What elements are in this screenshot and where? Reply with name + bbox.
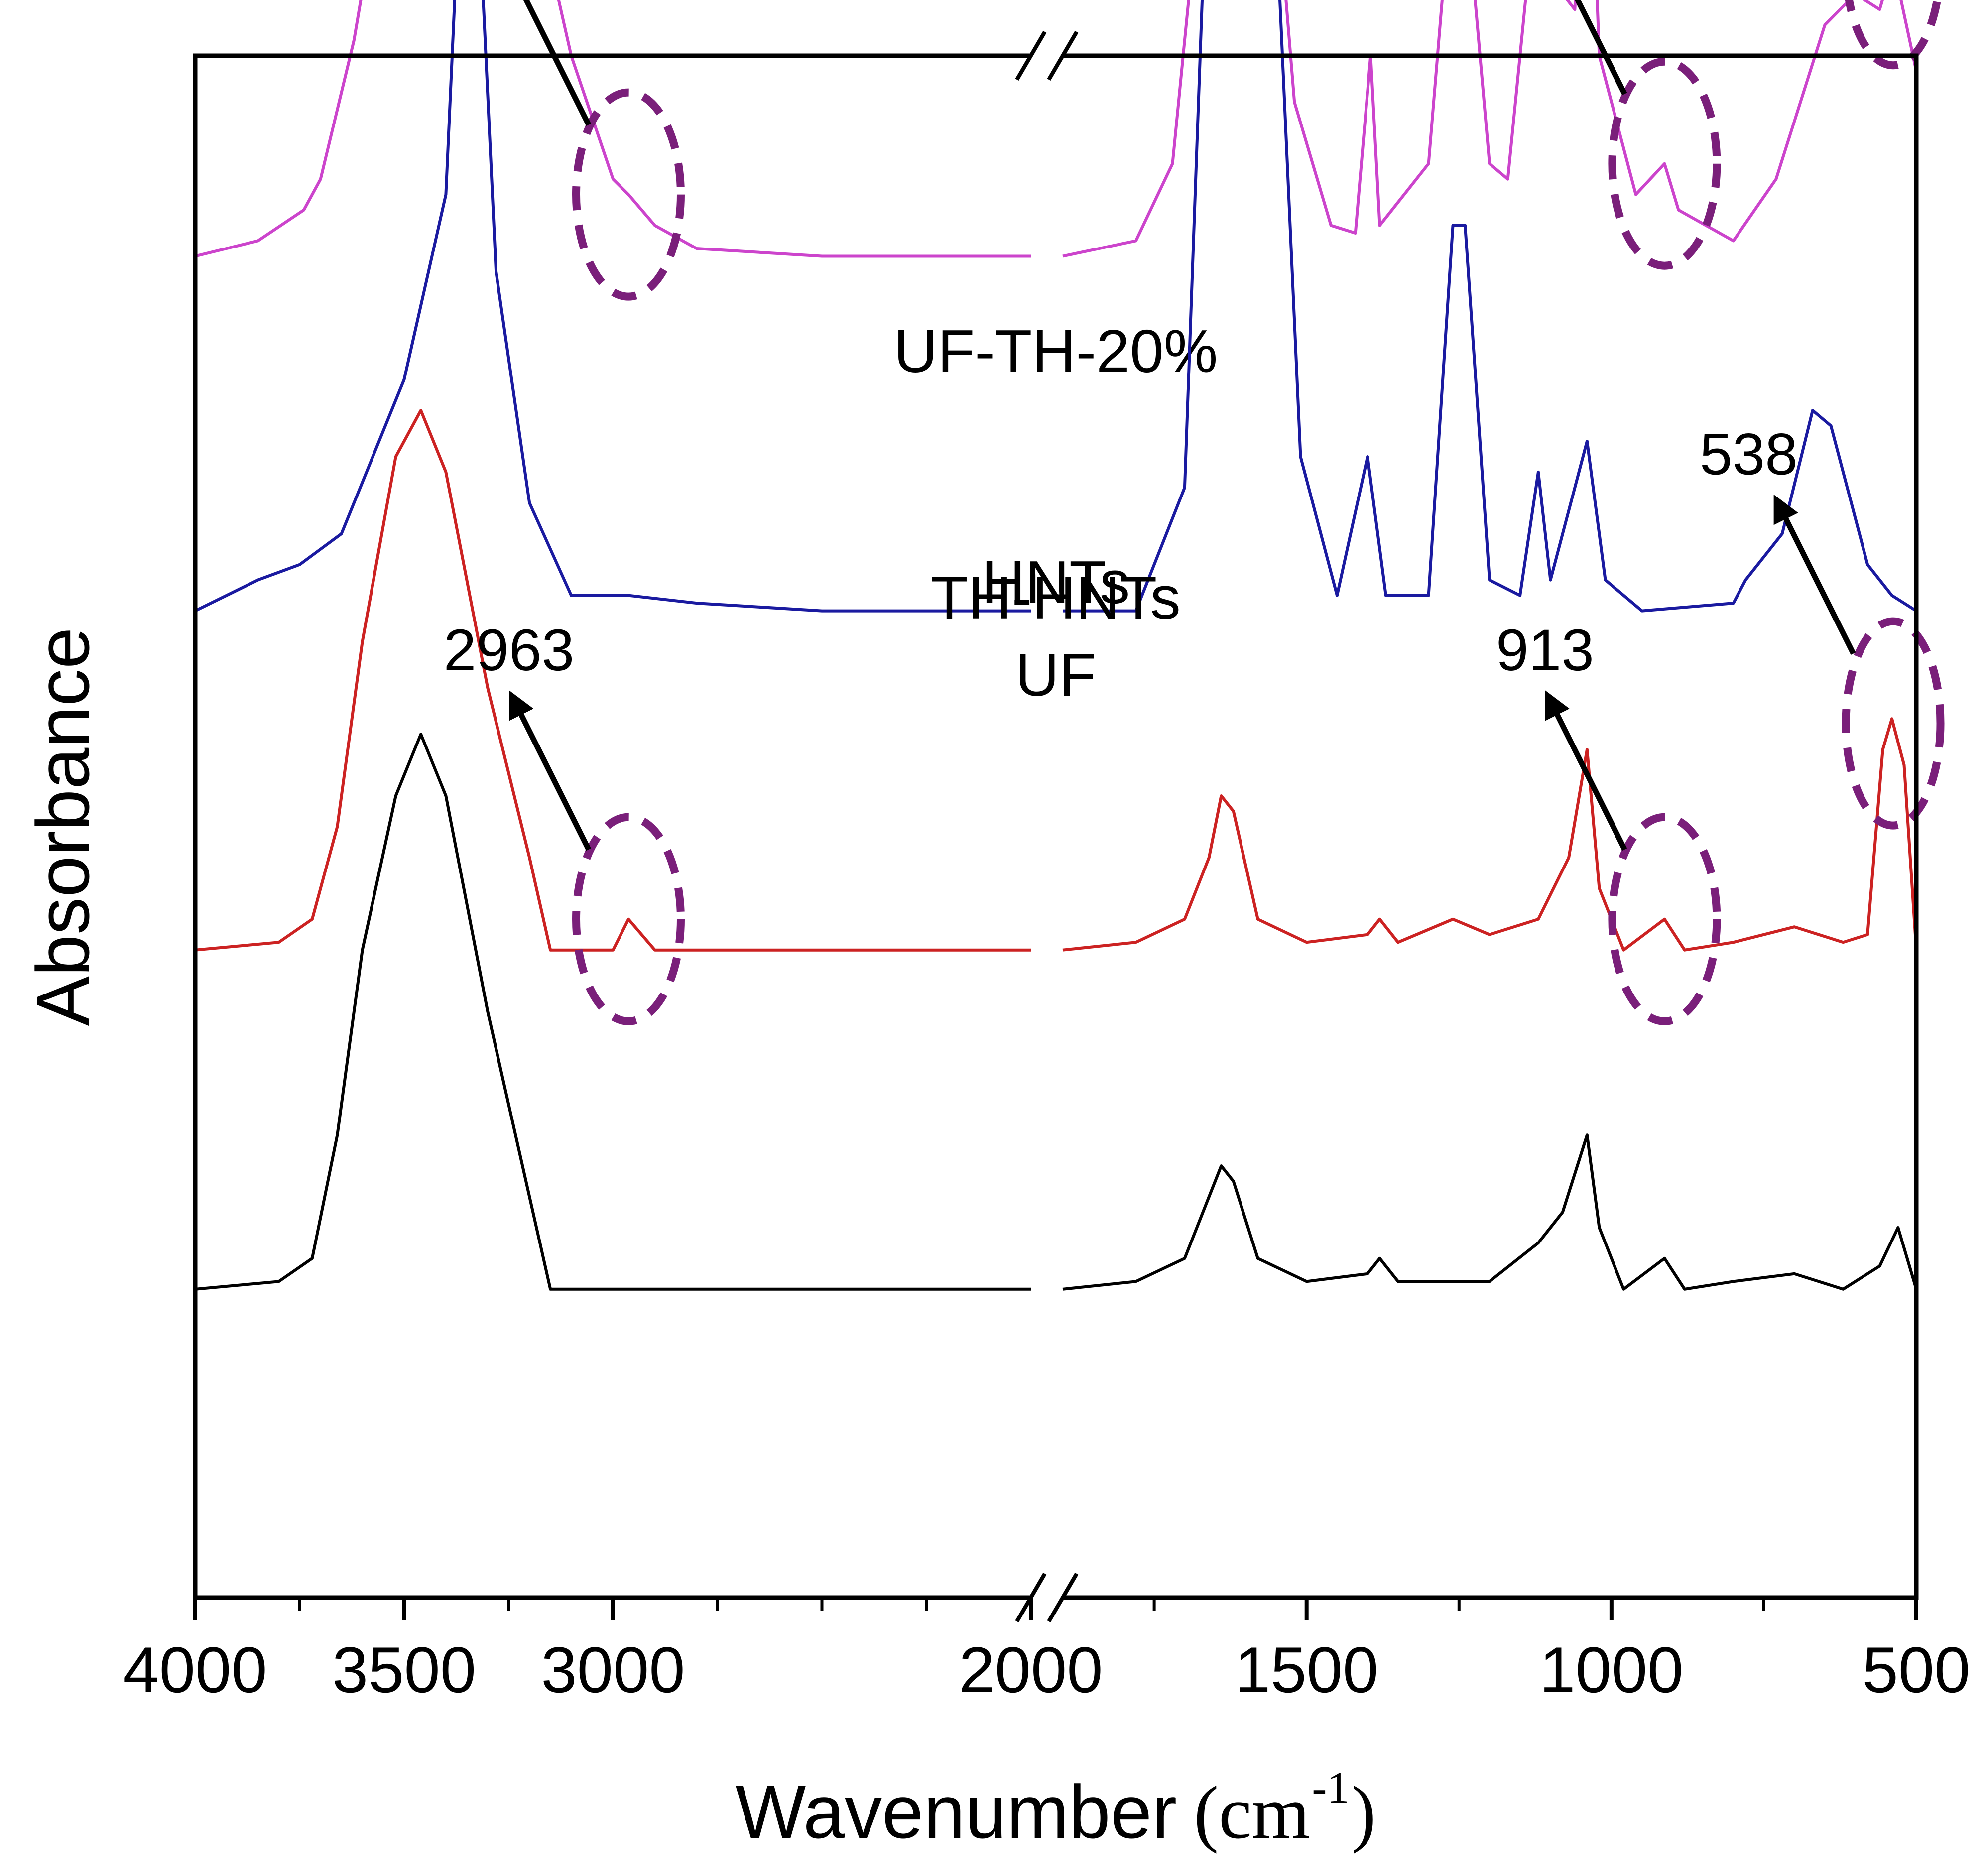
axis-break-slash-top-1 — [1015, 30, 1047, 81]
x-ticks: 4000 3500 3000 2000 1500 1000 500 — [123, 1598, 1970, 1706]
series-line-hnts-left — [195, 733, 1031, 1291]
annotation-ellipse-th-hnts-538 — [1842, 617, 1945, 830]
annotation-label-th-hnts-538: 538 — [1700, 422, 1798, 488]
x-axis-title-text: Wavenumber — [736, 1770, 1177, 1854]
annotation-ellipse-uf-th-20-2963 — [572, 88, 685, 301]
annotation-arrow-uf-th-20-913 — [1574, 0, 1627, 96]
axis-break-gap-top — [1032, 36, 1062, 76]
axis-break-slash-bottom-2 — [1047, 1572, 1079, 1623]
annotation-label-th-hnts-913: 913 — [1496, 618, 1594, 683]
x-tick-label-2000: 2000 — [959, 1633, 1103, 1706]
annotation-ellipse-uf-th-20-913 — [1608, 57, 1721, 270]
axis-break-gap-bottom — [1032, 1578, 1062, 1617]
x-tick-label-3000: 3000 — [541, 1633, 685, 1706]
series-line-uf-left — [194, 0, 1031, 613]
axis-break-slash-top-2 — [1047, 30, 1079, 81]
x-tick-label-4000: 4000 — [123, 1633, 267, 1706]
x-tick-label-1500: 1500 — [1235, 1633, 1378, 1706]
x-axis-unit: (cm — [1194, 1771, 1310, 1854]
x-axis-title: Wavenumber (cm -1 ) — [736, 1763, 1376, 1854]
annotation-label-th-hnts-2963: 2963 — [444, 618, 575, 683]
series-label-hnts: HNTs — [982, 548, 1130, 616]
series-label-uf: UF — [1015, 641, 1097, 709]
series-line-uf-th-20-right — [1062, 0, 1918, 258]
series-line-hnts-right — [1062, 1133, 1918, 1291]
series-label-uf-th-20: UF-TH-20% — [894, 317, 1218, 385]
x-tick-label-1000: 1000 — [1539, 1633, 1683, 1706]
series-label-th-hnts: TH-HNTs — [931, 564, 1180, 631]
annotation-arrow-th-hnts-2963 — [509, 690, 591, 851]
series-line-uf-right — [1063, 0, 1917, 613]
x-axis-unit-sup: -1 — [1312, 1763, 1349, 1813]
annotation-ellipse-th-hnts-913 — [1608, 813, 1721, 1025]
axis-break-marks — [1015, 30, 1079, 1623]
annotation-ellipse-th-hnts-2963 — [572, 813, 685, 1025]
annotation-ellipse-uf-th-20-538 — [1845, 0, 1942, 70]
x-axis-unit-close: ) — [1351, 1771, 1376, 1854]
series-line-th-hnts-left — [195, 409, 1031, 952]
x-tick-label-500: 500 — [1863, 1633, 1971, 1706]
series-line-uf-th-20-left — [195, 0, 1031, 258]
series-line-th-hnts-right — [1062, 717, 1918, 952]
annotation-layer: 29639135382963913538 — [444, 0, 1945, 1025]
annotation-arrow-th-hnts-913 — [1545, 690, 1627, 851]
annotation-arrow-uf-th-20-2963 — [523, 0, 591, 126]
annotation-arrow-th-hnts-538 — [1773, 494, 1856, 655]
y-axis-title: Absorbance — [21, 627, 105, 1026]
x-tick-label-3500: 3500 — [332, 1633, 476, 1706]
